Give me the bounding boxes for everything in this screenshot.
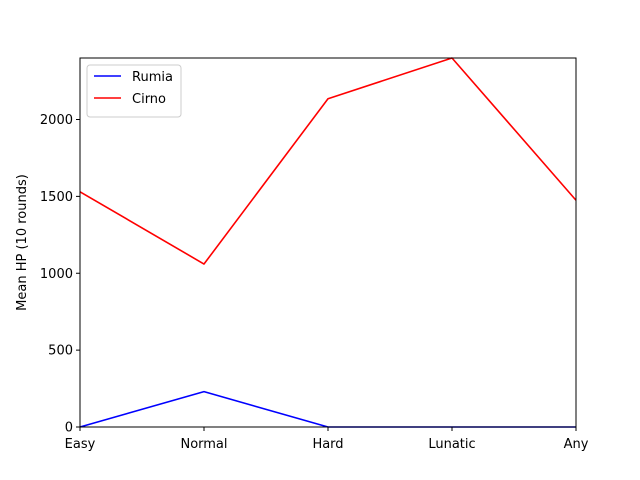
- y-tick-label: 1500: [40, 190, 73, 205]
- x-tick-label: Normal: [180, 437, 227, 452]
- series-line-cirno: [79, 57, 577, 265]
- x-axis-ticks: Easy Normal Hard Lunatic Any: [65, 427, 589, 452]
- plot-area: [80, 58, 576, 427]
- legend: Rumia Cirno: [86, 64, 182, 118]
- x-tick-label: Hard: [312, 437, 343, 452]
- legend-box: [86, 64, 182, 118]
- y-axis-label: Mean HP (10 rounds): [15, 174, 30, 311]
- y-tick-label: 2000: [40, 113, 73, 128]
- x-tick-label: Any: [564, 437, 589, 452]
- y-axis-ticks: 0 500 1000 1500 2000: [40, 113, 80, 436]
- legend-label-cirno: Cirno: [132, 92, 166, 107]
- x-tick-label: Lunatic: [428, 437, 475, 452]
- y-tick-label: 0: [65, 421, 73, 436]
- y-tick-label: 1000: [40, 267, 73, 282]
- y-tick-label: 500: [48, 344, 73, 359]
- plot-frame: [79, 57, 577, 428]
- x-tick-label: Easy: [65, 437, 96, 452]
- legend-label-rumia: Rumia: [132, 70, 173, 85]
